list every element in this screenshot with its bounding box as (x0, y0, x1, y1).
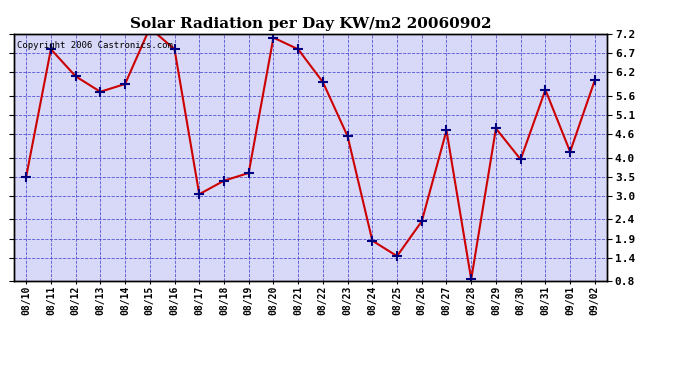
Text: Copyright 2006 Castronics.com: Copyright 2006 Castronics.com (17, 41, 172, 50)
Title: Solar Radiation per Day KW/m2 20060902: Solar Radiation per Day KW/m2 20060902 (130, 17, 491, 31)
